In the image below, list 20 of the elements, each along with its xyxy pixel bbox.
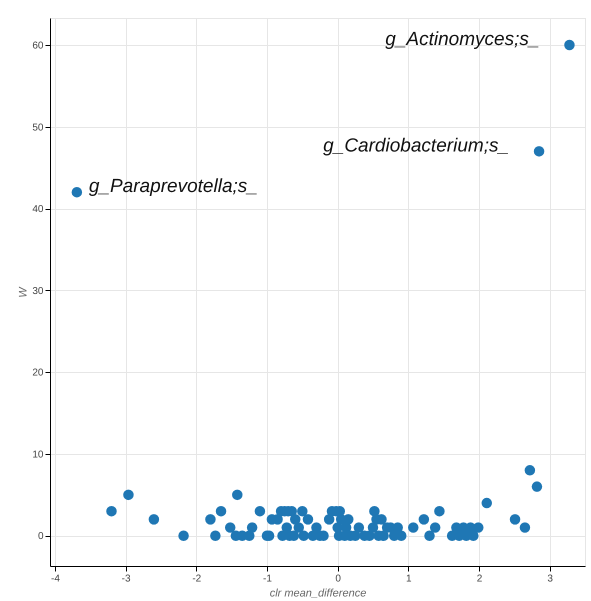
y-tick-label: 0 [38, 531, 44, 542]
x-axis-title: clr mean_difference [270, 588, 366, 600]
y-tick-label: 60 [32, 40, 44, 52]
y-tick-label: 30 [32, 286, 44, 297]
annotation: g_Paraprevotella;s_ [88, 176, 258, 198]
y-tick-label: 50 [32, 122, 44, 134]
y-tick-label: 10 [32, 449, 44, 460]
x-tick-label: 1 [406, 574, 412, 584]
y-tick-label: 20 [32, 368, 44, 379]
x-tick-label: 2 [476, 574, 483, 584]
x-tick-label: 0 [335, 574, 342, 584]
x-tick-label: -3 [122, 574, 131, 584]
x-tick-label: -4 [50, 574, 60, 584]
x-tick-label: -1 [263, 574, 272, 584]
x-tick-label: -2 [192, 574, 202, 584]
x-tick-label: 3 [547, 574, 554, 584]
annotation: g_Cardiobacterium;s_ [323, 135, 510, 156]
y-axis-title: W [17, 286, 30, 298]
annotation: g_Actinomyces;s_ [385, 28, 540, 50]
y-tick-label: 40 [32, 204, 44, 216]
